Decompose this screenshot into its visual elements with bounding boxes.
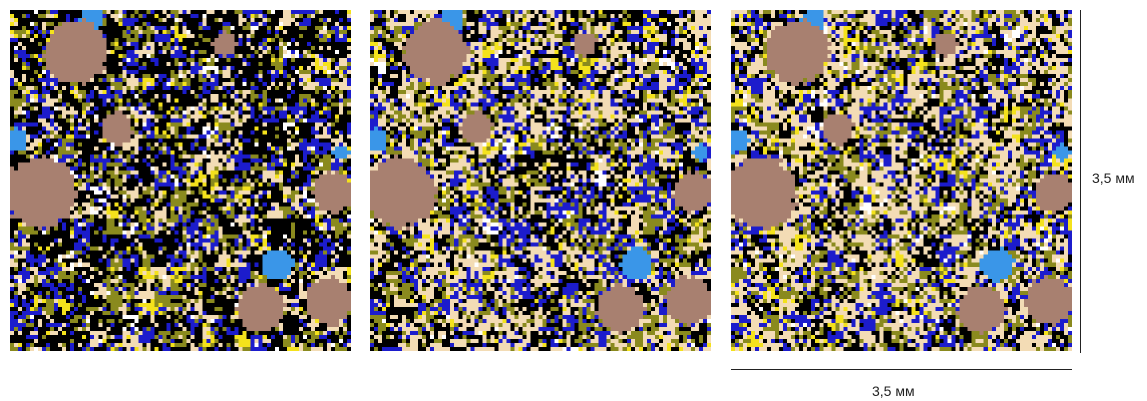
microstructure-map-1 xyxy=(10,10,351,351)
microstructure-canvas-1 xyxy=(10,10,351,351)
horizontal-scale-label: 3,5 мм xyxy=(872,383,915,399)
microstructure-canvas-3 xyxy=(731,10,1072,351)
microstructure-map-3 xyxy=(731,10,1072,351)
horizontal-scale-bar xyxy=(731,369,1072,370)
vertical-scale-label: 3,5 мм xyxy=(1092,170,1135,186)
microstructure-map-2 xyxy=(370,10,711,351)
microstructure-canvas-2 xyxy=(370,10,711,351)
vertical-scale-bar xyxy=(1080,10,1081,353)
